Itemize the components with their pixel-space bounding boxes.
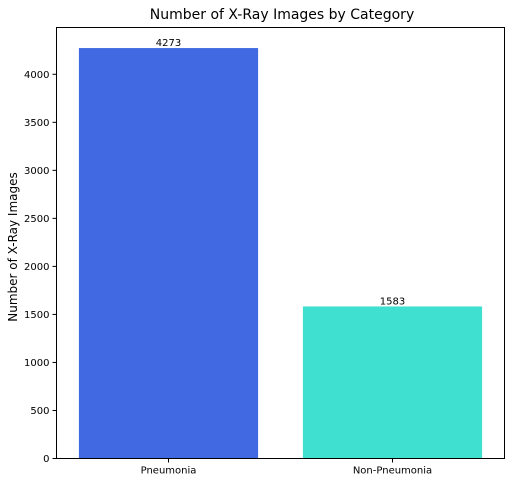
y-tick-label: 2500: [24, 214, 49, 225]
y-tick-label: 0: [43, 454, 49, 465]
y-tick-label: 3000: [24, 166, 49, 177]
bar-non-pneumonia: [302, 306, 483, 459]
x-tick-label: Pneumonia: [141, 466, 197, 477]
y-tick-label: 3500: [24, 118, 49, 129]
bar-value-label: 1583: [380, 296, 405, 307]
y-tick-label: 500: [30, 406, 49, 417]
bar-value-label: 4273: [156, 38, 181, 49]
plot-frame: [56, 27, 505, 459]
chart-title: Number of X-Ray Images by Category: [150, 7, 414, 23]
y-tick-label: 1500: [24, 310, 49, 321]
y-axis-label: Number of X-Ray Images: [6, 172, 20, 322]
bar-pneumonia: [78, 48, 259, 459]
y-tick-label: 4000: [24, 70, 49, 81]
y-tick-label: 1000: [24, 358, 49, 369]
y-tick-label: 2000: [24, 262, 49, 273]
x-tick-label: Non-Pneumonia: [353, 466, 432, 477]
x-axis: Pneumonia Non-Pneumonia: [141, 458, 432, 477]
bars: 4273 1583: [78, 38, 483, 459]
y-axis: 0 500 1000 1500 2000 2500 3000 3500 4000: [24, 70, 57, 465]
